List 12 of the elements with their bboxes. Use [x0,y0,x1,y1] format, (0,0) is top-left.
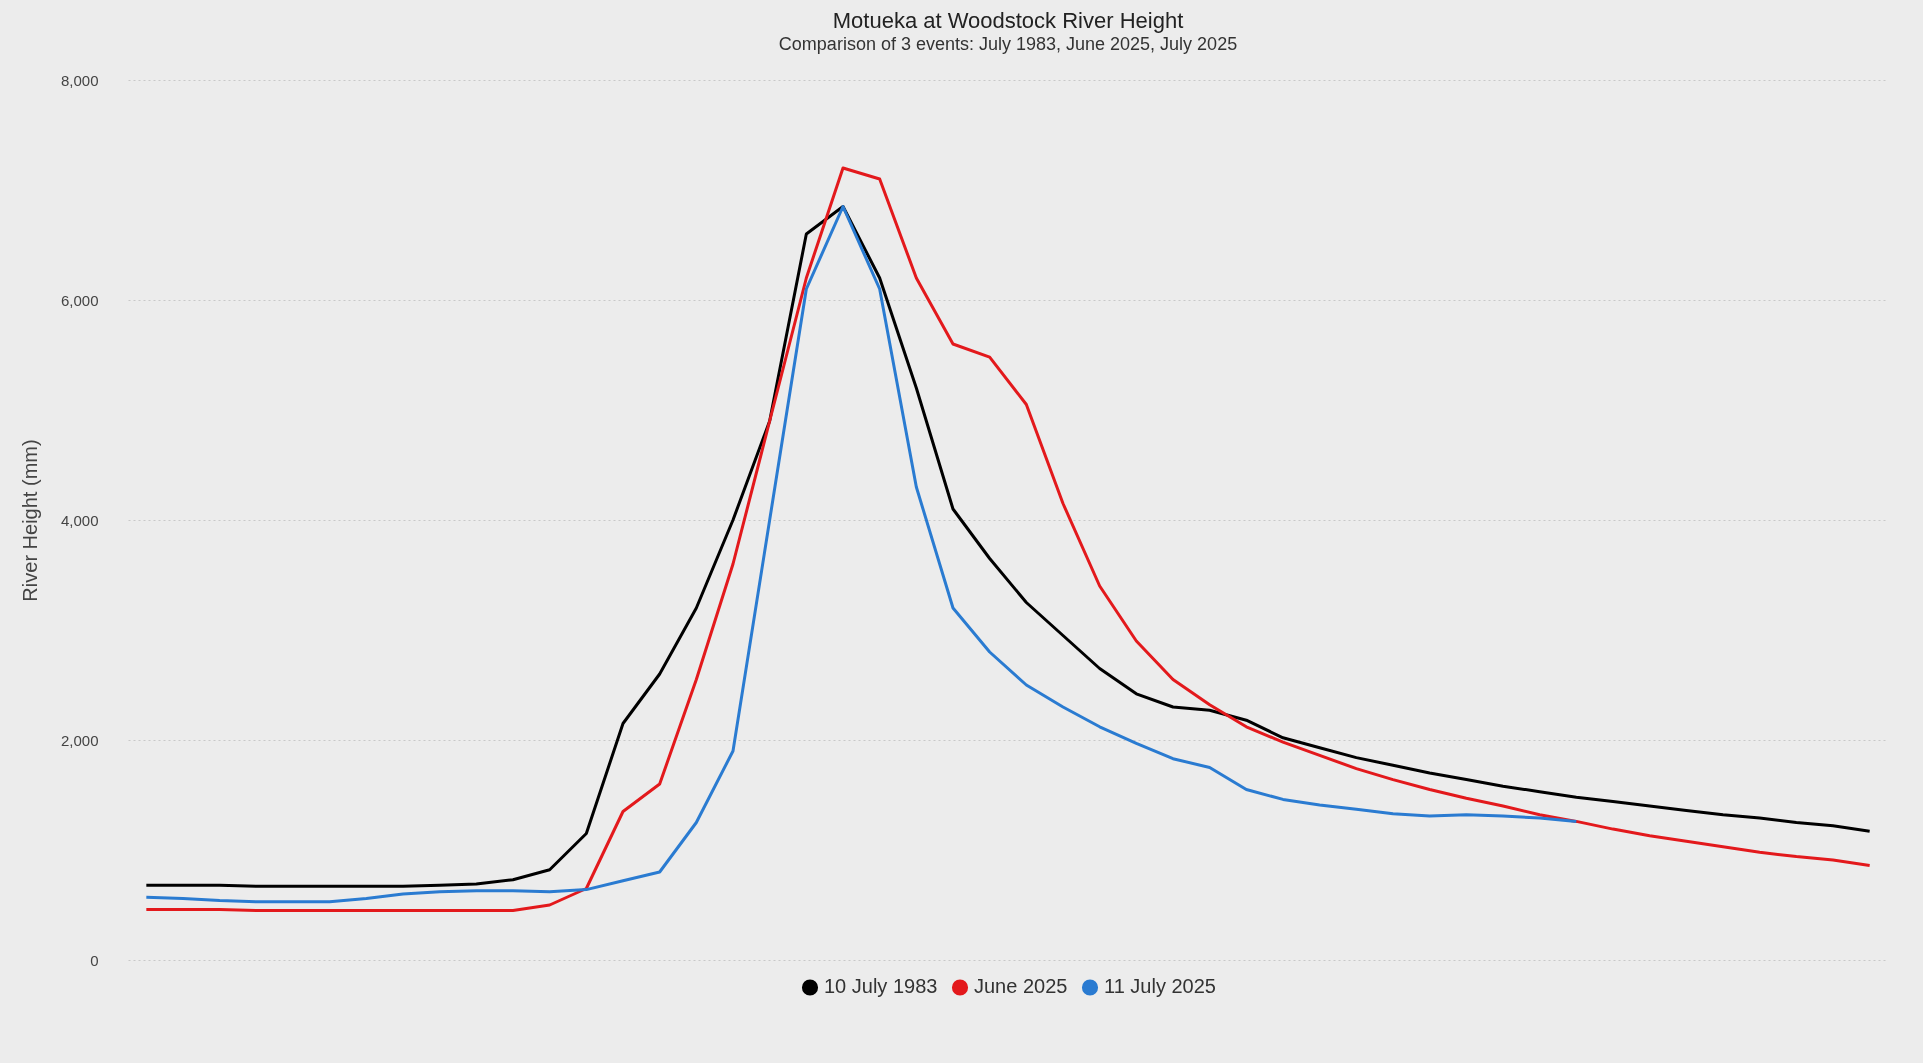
y-axis-title: River Height (mm) [18,439,41,602]
legend-label: 11 July 2025 [1104,975,1216,998]
y-tick-label: 8,000 [60,71,99,89]
y-tick-label: 6,000 [60,291,99,309]
y-tick-label: 4,000 [60,511,99,529]
legend-label: 10 July 1983 [824,975,938,998]
line-series [144,205,1578,904]
chart-subtitle: Comparison of 3 events: July 1983, June 2025, July 2025 [778,34,1238,54]
legend-label: June 2025 [974,975,1068,998]
y-tick-label: 0 [90,951,99,969]
y-tick-label: 2,000 [60,731,99,749]
chart-title: Motueka at Woodstock River Height [832,8,1184,33]
